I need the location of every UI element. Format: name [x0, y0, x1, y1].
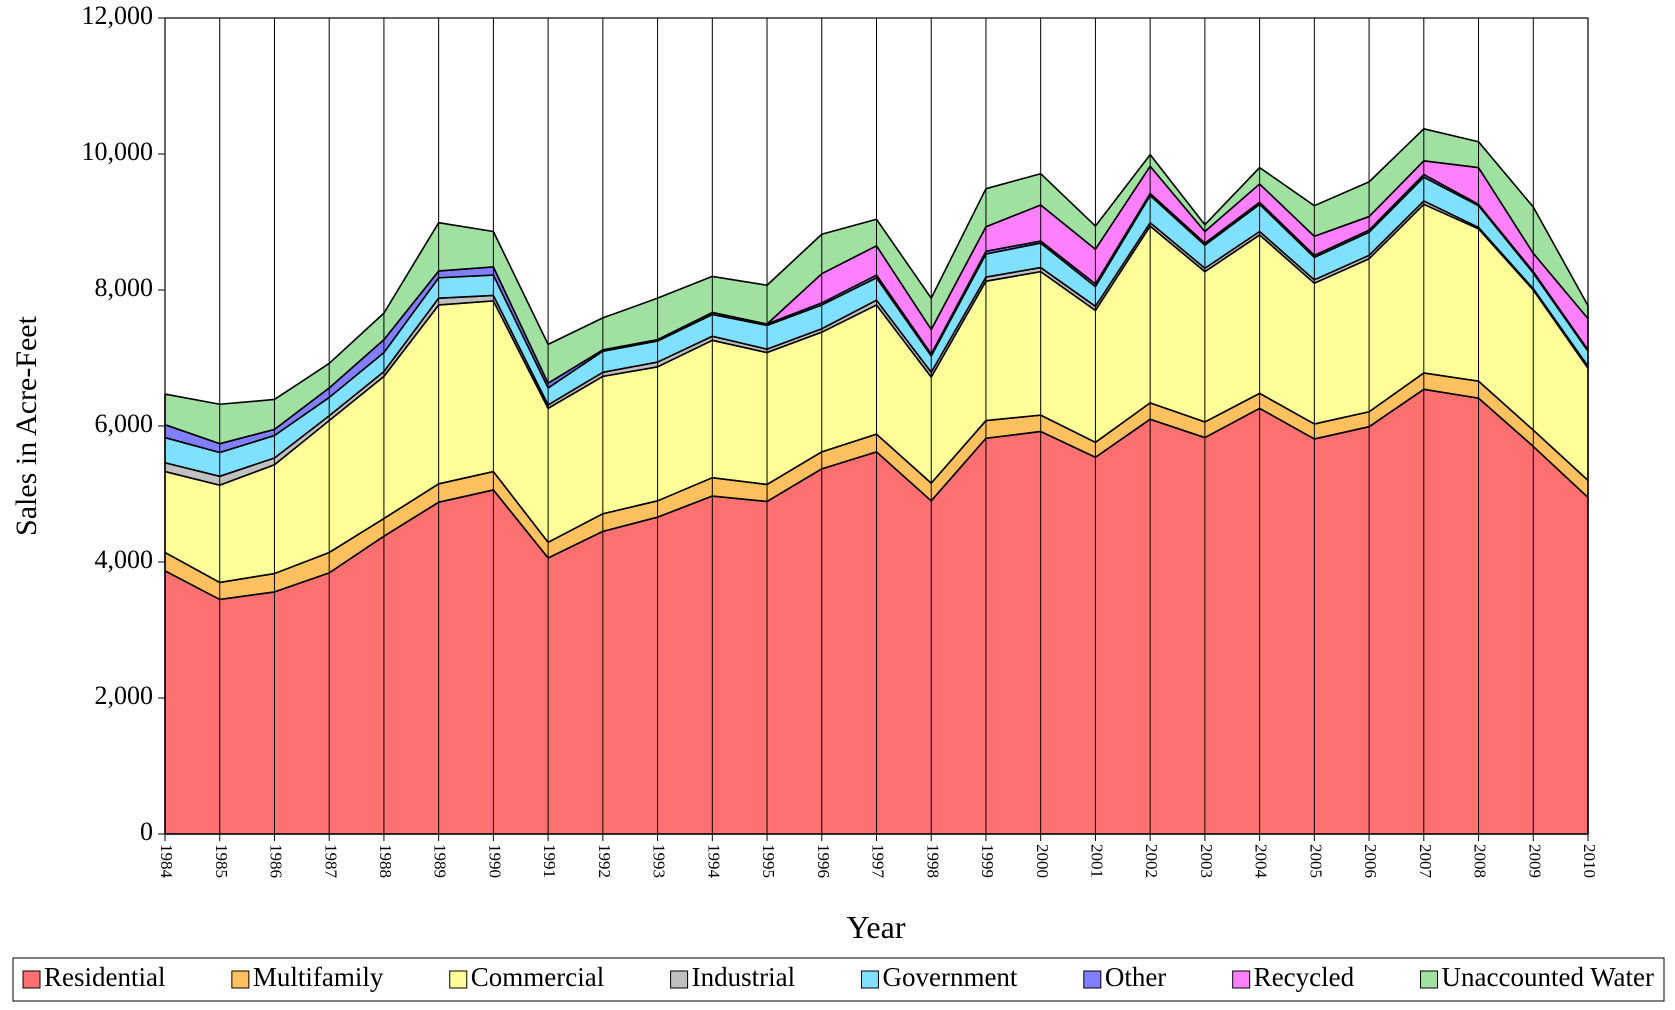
legend-item: Other — [1083, 962, 1166, 992]
legend-label: Unaccounted Water — [1442, 962, 1654, 992]
x-tick-label: 1994 — [704, 844, 723, 879]
x-tick-label: 1988 — [376, 844, 395, 878]
y-axis-title: Sales in Acre-Feet — [10, 315, 43, 536]
x-tick-label: 2000 — [1033, 844, 1052, 878]
y-tick-label: 6,000 — [95, 409, 154, 438]
x-tick-label: 2005 — [1306, 844, 1325, 878]
y-tick-label: 12,000 — [82, 1, 154, 30]
legend-label: Multifamily — [253, 962, 384, 992]
x-tick-label: 1990 — [485, 844, 504, 878]
legend-swatch — [1420, 970, 1439, 989]
legend-label: Commercial — [471, 962, 604, 992]
x-tick-label: 1995 — [759, 844, 778, 878]
x-tick-label: 1989 — [431, 844, 450, 878]
legend-label: Government — [882, 962, 1017, 992]
x-tick-label: 2004 — [1252, 844, 1271, 879]
x-tick-label: 1992 — [595, 844, 614, 878]
x-tick-label: 2003 — [1197, 844, 1216, 878]
x-tick-label: 2010 — [1580, 844, 1599, 878]
legend: Residential Multifamily Commercial Industri… — [12, 957, 1665, 1002]
legend-label: Other — [1105, 962, 1166, 992]
x-tick-label: 1996 — [814, 844, 833, 878]
legend-item: Residential — [22, 962, 165, 992]
legend-swatch — [231, 970, 250, 989]
x-tick-label: 1997 — [869, 844, 888, 879]
x-tick-label: 1986 — [267, 844, 286, 878]
legend-swatch — [449, 970, 468, 989]
x-tick-label: 2009 — [1525, 844, 1544, 878]
y-tick-label: 0 — [140, 817, 153, 846]
legend-swatch — [1232, 970, 1251, 989]
x-tick-label: 1987 — [321, 844, 340, 879]
x-tick-label: 1991 — [540, 844, 559, 878]
x-tick-label: 2006 — [1361, 844, 1380, 878]
legend-item: Industrial — [670, 962, 795, 992]
legend-label: Recycled — [1254, 962, 1355, 992]
legend-item: Recycled — [1232, 962, 1355, 992]
y-tick-label: 2,000 — [95, 681, 154, 710]
legend-swatch — [22, 970, 41, 989]
legend-swatch — [1083, 970, 1102, 989]
y-tick-label: 4,000 — [95, 545, 154, 574]
x-axis-title: Year — [847, 909, 906, 945]
x-tick-label: 1984 — [157, 844, 176, 879]
legend-box — [12, 957, 1665, 1002]
legend-item: Multifamily — [231, 962, 384, 992]
y-tick-label: 8,000 — [95, 273, 154, 302]
x-tick-label: 2002 — [1142, 844, 1161, 878]
legend-item: Commercial — [449, 962, 604, 992]
x-tick-label: 1985 — [212, 844, 231, 878]
legend-label: Residential — [44, 962, 165, 992]
legend-item: Government — [860, 962, 1018, 992]
legend-swatch — [860, 970, 879, 989]
x-tick-label: 2001 — [1088, 844, 1107, 878]
x-tick-label: 2008 — [1471, 844, 1490, 878]
x-tick-label: 1999 — [978, 844, 997, 878]
x-tick-label: 2007 — [1416, 844, 1435, 879]
x-tick-label: 1998 — [923, 844, 942, 878]
y-tick-label: 10,000 — [82, 137, 154, 166]
legend-swatch — [670, 970, 689, 989]
legend-label: Industrial — [692, 962, 795, 992]
legend-item: Unaccounted Water — [1420, 962, 1654, 992]
x-tick-label: 1993 — [650, 844, 669, 878]
